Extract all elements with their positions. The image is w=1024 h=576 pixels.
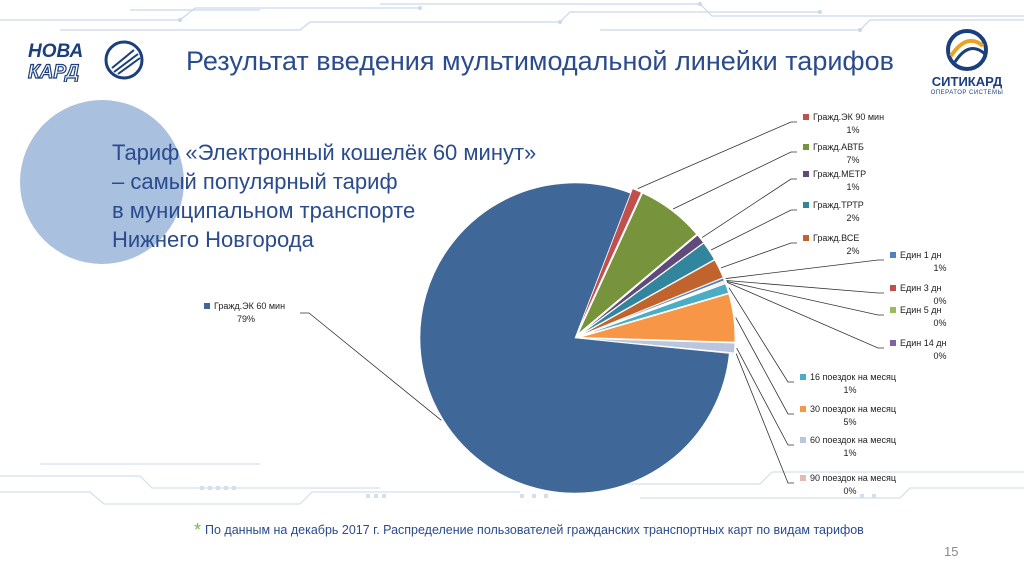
leader-line (720, 242, 797, 269)
slice-label-value: 5% (843, 417, 856, 427)
slice-label-value: 0% (933, 296, 946, 306)
leader-line (701, 178, 797, 238)
slice-label-name: Един 5 дн (900, 305, 942, 315)
callout-line: – самый популярный тариф (112, 169, 398, 194)
pie-slice-гражд-эк-60-мин (419, 182, 730, 494)
slice-label-name: 90 поездок на месяц (810, 473, 896, 483)
pie-slice-16-поездок-на-месяц (579, 283, 730, 337)
label-key-swatch (803, 235, 809, 241)
slice-label-name: 16 поездок на месяц (810, 372, 896, 382)
pie-slice-гражд-автб (577, 192, 698, 335)
slice-label-value: 0% (933, 318, 946, 328)
footnote: * По данным на декабрь 2017 г. Распределе… (194, 518, 864, 540)
slice-label-name: Гражд.ТРТР (813, 200, 864, 210)
label-key-swatch (800, 406, 806, 412)
circuit-decoration-top (0, 2, 1024, 32)
leader-line (725, 259, 884, 279)
citycard-brand-name: СИТИКАРД (931, 74, 1003, 89)
leader-line (637, 121, 797, 190)
label-key-swatch (803, 114, 809, 120)
slice-label-name: Гражд.АВТБ (813, 142, 864, 152)
slice-label-name: 30 поездок на месяц (810, 404, 896, 414)
novacard-logo-text-bottom: КАРД (28, 62, 79, 82)
slice-label-name: Гражд.ЭК 60 мин (214, 301, 285, 311)
label-key-swatch (800, 437, 806, 443)
decorative-circle (20, 100, 184, 264)
slice-label-value: 1% (843, 448, 856, 458)
leader-line (726, 282, 884, 349)
label-key-swatch (800, 475, 806, 481)
callout-line: в муниципальном транспорте (112, 198, 416, 223)
novacard-logo: НОВА КАРД (27, 40, 144, 82)
pie-slice-гражд-эк-90-мин (576, 188, 643, 334)
label-key-swatch (803, 171, 809, 177)
callout-line: Тариф «Электронный кошелёк 60 минут» (112, 140, 537, 165)
label-key-swatch (890, 307, 896, 313)
footnote-text: По данным на декабрь 2017 г. Распределен… (205, 523, 864, 537)
slice-label-value: 1% (933, 263, 946, 273)
leader-line (726, 281, 884, 316)
slice-label-value: 1% (846, 125, 859, 135)
pie-slice-гражд-тртр (578, 242, 715, 336)
slice-label-value: 0% (933, 351, 946, 361)
leader-line (735, 353, 794, 484)
slice-label-name: Гражд.ЭК 90 мин (813, 112, 884, 122)
callout-line: Нижнего Новгорода (112, 227, 314, 252)
leader-line (728, 287, 794, 383)
page-number: 15 (944, 544, 959, 559)
slice-label-name: Гражд.МЕТР (813, 169, 866, 179)
slice-label-name: Един 14 дн (900, 338, 947, 348)
label-key-swatch (890, 285, 896, 291)
leader-line (735, 317, 794, 415)
slice-label-name: 60 поездок на месяц (810, 435, 896, 445)
callout-text: Тариф «Электронный кошелёк 60 минут» – с… (112, 138, 612, 254)
slice-label-value: 1% (846, 182, 859, 192)
leader-line (672, 151, 797, 210)
leader-line (736, 347, 794, 446)
slice-label-name: Един 1 дн (900, 250, 942, 260)
slide-title: Результат введения мультимодальной линей… (186, 46, 894, 76)
label-key-swatch (803, 202, 809, 208)
leader-line (710, 209, 797, 251)
label-key-swatch (803, 144, 809, 150)
citycard-brand-subtitle: ОПЕРАТОР СИСТЕМЫ (930, 90, 1004, 96)
novacard-logo-text-top: НОВА (28, 41, 83, 62)
label-key-swatch (204, 303, 210, 309)
slice-label-name: Един 3 дн (900, 283, 942, 293)
slice-label-name: Гражд.ВСЕ (813, 233, 859, 243)
footnote-star: * (194, 520, 202, 540)
leader-line (726, 280, 884, 294)
slice-label-value: 79% (237, 314, 255, 324)
label-key-swatch (890, 340, 896, 346)
circuit-decoration-bottom (0, 463, 1024, 505)
slice-label-value: 7% (846, 155, 859, 165)
citycard-logo: СИТИКАРД ОПЕРАТОР СИСТЕМЫ (925, 28, 1009, 100)
slice-label-value: 2% (846, 246, 859, 256)
slice-label-value: 0% (843, 486, 856, 496)
pie-slice-30-поездок-на-месяц (579, 293, 736, 343)
citycard-logo-mark (946, 29, 988, 71)
slice-label-value: 1% (843, 385, 856, 395)
label-key-swatch (890, 252, 896, 258)
label-key-swatch (800, 374, 806, 380)
pie-slice-гражд-метр (578, 234, 705, 336)
slice-label-value: 2% (846, 213, 859, 223)
leader-line (300, 312, 442, 421)
